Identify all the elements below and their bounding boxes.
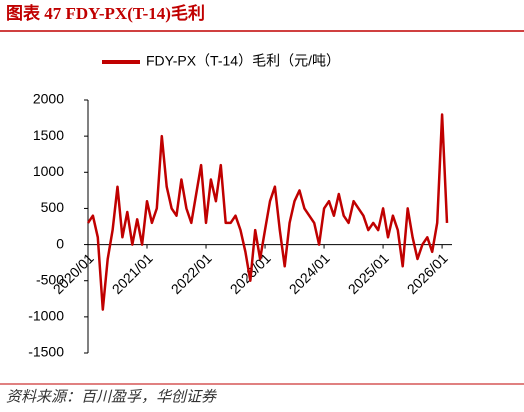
x-tick-label: 2024/01 xyxy=(286,250,333,297)
y-tick-label: 1000 xyxy=(33,163,64,179)
series-line xyxy=(86,113,449,311)
x-tick-label: 2021/01 xyxy=(109,250,156,297)
y-tick-label: 0 xyxy=(56,235,64,251)
legend-label: FDY-PX（T-14）毛利（元/吨） xyxy=(146,53,340,69)
y-tick-label: 500 xyxy=(41,199,65,215)
y-tick-label: -1500 xyxy=(28,344,64,360)
x-tick-label: 2026/01 xyxy=(404,250,451,297)
x-tick-label: 2025/01 xyxy=(345,250,392,297)
chart-title: 图表 47 FDY-PX(T-14)毛利 xyxy=(6,3,205,23)
y-tick-label: -500 xyxy=(36,271,64,287)
source: 资料来源：百川盈孚，华创证券 xyxy=(6,388,217,405)
y-tick-label: 1500 xyxy=(33,127,64,143)
y-tick-label: -1000 xyxy=(28,308,64,324)
y-tick-label: 2000 xyxy=(33,91,64,107)
x-tick-label: 2022/01 xyxy=(168,250,215,297)
